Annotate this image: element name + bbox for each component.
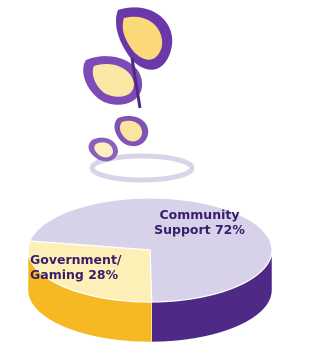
chart — [0, 0, 275, 361]
page: Community Support 72% Government/ Gaming… — [0, 0, 275, 361]
slice-label: Community Support 72% — [152, 207, 247, 237]
value-label: 72% — [215, 222, 245, 237]
value-label: 28% — [88, 267, 118, 282]
butterfly-decoration — [83, 7, 192, 180]
slice-label: Government/ Gaming 28% — [30, 252, 122, 282]
